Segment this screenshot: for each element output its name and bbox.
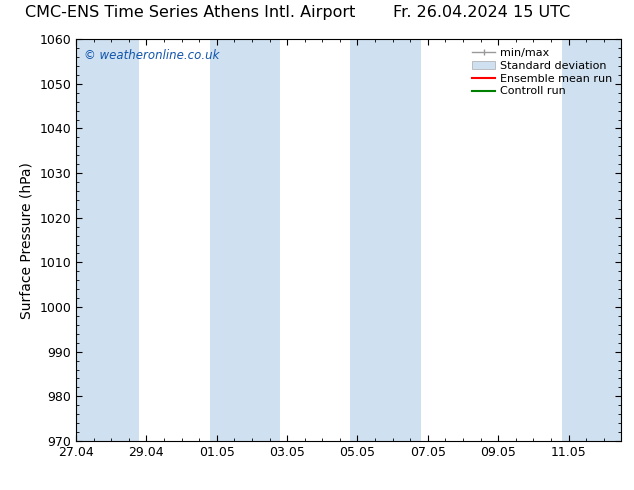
- Text: Fr. 26.04.2024 15 UTC: Fr. 26.04.2024 15 UTC: [393, 4, 571, 20]
- Text: CMC-ENS Time Series Athens Intl. Airport: CMC-ENS Time Series Athens Intl. Airport: [25, 4, 356, 20]
- Bar: [562, 39, 621, 441]
- Legend: min/max, Standard deviation, Ensemble mean run, Controll run: min/max, Standard deviation, Ensemble me…: [469, 45, 616, 100]
- Text: © weatheronline.co.uk: © weatheronline.co.uk: [84, 49, 219, 62]
- Y-axis label: Surface Pressure (hPa): Surface Pressure (hPa): [20, 162, 34, 318]
- Bar: [210, 39, 280, 441]
- Bar: [351, 39, 421, 441]
- Bar: [76, 39, 139, 441]
